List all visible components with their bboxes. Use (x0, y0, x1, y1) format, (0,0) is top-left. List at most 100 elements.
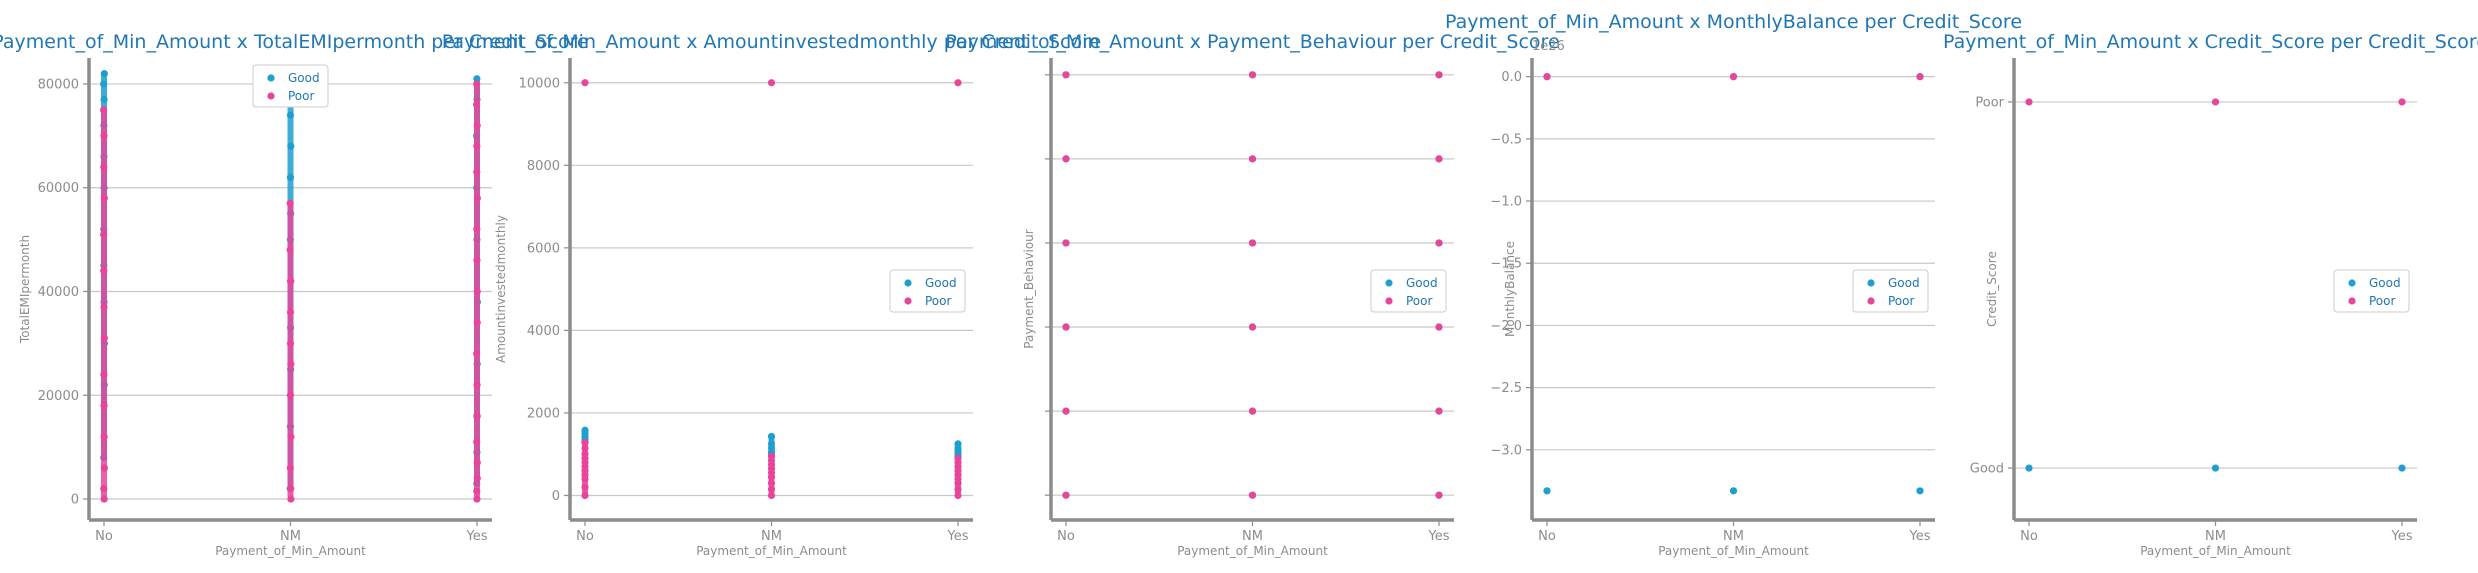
point-good (1729, 487, 1738, 495)
x-tick-label: NM (1242, 529, 1263, 544)
y-tick-label: 8000 (527, 159, 560, 174)
y-axis-label: Payment_Behaviour (1022, 229, 1036, 348)
legend-label-poor: Poor (1888, 294, 1914, 308)
point-strip-good (768, 436, 775, 456)
y-tick-label: 6000 (527, 241, 560, 256)
point-good (2398, 464, 2406, 472)
y-tick-label: 60000 (38, 181, 79, 196)
point-poor (954, 79, 962, 87)
point-poor (1248, 71, 1257, 79)
x-tick-label: Yes (1909, 529, 1931, 544)
legend-marker-good (2348, 279, 2356, 287)
y-tick-label: −2.0 (1490, 319, 1522, 334)
legend-label-poor: Poor (2369, 294, 2395, 308)
point-poor (767, 79, 776, 87)
x-axis-label: Payment_of_Min_Amount (1658, 544, 1809, 558)
legend: Good Poor (252, 64, 329, 108)
point-poor (1062, 323, 1070, 331)
legend-marker-good (1867, 279, 1875, 287)
x-tick-label: NM (280, 529, 301, 544)
point-strip-poor (101, 109, 107, 500)
y-tick-label: 0.0 (1501, 70, 1522, 85)
x-axis-label: Payment_of_Min_Amount (215, 544, 366, 558)
legend-marker-poor (904, 297, 912, 305)
point-good (1916, 487, 1924, 495)
scatter-panel-1: Payment_of_Min_Amount x TotalEMIpermonth… (0, 31, 589, 558)
y-tick-label: 20000 (38, 389, 79, 404)
legend-label-good: Good (1406, 276, 1438, 290)
point-poor (1248, 491, 1257, 499)
x-tick-label: NM (1723, 529, 1744, 544)
point-poor (1062, 491, 1070, 499)
point-poor (1248, 155, 1257, 163)
legend-marker-poor (267, 92, 275, 100)
point-good (2025, 464, 2033, 472)
legend-label-poor: Poor (1406, 294, 1432, 308)
axis-offset-label: 1e26 (1532, 39, 1565, 54)
scatter-panel-2: Payment_of_Min_Amount x Amountinvestedmo… (442, 31, 1101, 558)
point-strip-poor (582, 442, 588, 496)
chart-title: Payment_of_Min_Amount x Credit_Score per… (1943, 31, 2478, 53)
y-tick-label: 0 (71, 493, 79, 508)
point-poor (1248, 239, 1257, 247)
legend-label-poor: Poor (288, 89, 314, 103)
y-tick-label: −0.5 (1490, 132, 1522, 147)
legend-label-good: Good (925, 276, 957, 290)
y-tick-label: −3.0 (1490, 443, 1522, 458)
point-strip-good (955, 443, 961, 457)
y-tick-label: −1.5 (1490, 257, 1522, 272)
point-poor (1248, 323, 1257, 331)
x-axis-label: Payment_of_Min_Amount (2140, 544, 2291, 558)
legend: Good Poor (1370, 269, 1447, 313)
y-axis-label: Credit_Score (1985, 251, 1999, 327)
point-strip-poor (287, 203, 294, 500)
legend-marker-good (267, 74, 275, 82)
point-poor (1062, 71, 1070, 79)
point-poor (1248, 407, 1257, 415)
point-strip-poor (474, 83, 480, 500)
point-poor (1435, 491, 1443, 499)
point-strip-poor (955, 458, 961, 496)
point-poor (581, 79, 589, 87)
x-tick-label: NM (761, 529, 782, 544)
legend-label-good: Good (2369, 276, 2401, 290)
x-axis-label: Payment_of_Min_Amount (1177, 544, 1328, 558)
legend-marker-poor (2348, 297, 2356, 305)
x-tick-label: Yes (947, 529, 969, 544)
legend-label-good: Good (1888, 276, 1920, 290)
legend: Good Poor (2333, 269, 2410, 313)
legend-marker-poor (1385, 297, 1393, 305)
point-strip-poor (768, 456, 775, 496)
point-poor (1435, 155, 1443, 163)
point-poor (1543, 73, 1551, 81)
y-tick-label: −1.0 (1490, 195, 1522, 210)
scatter-panel-4: Payment_of_Min_Amount x MonthlyBalance p… (1445, 11, 2022, 558)
y-tick-label: 10000 (519, 76, 560, 91)
point-good (2211, 464, 2220, 472)
point-strip-good (582, 430, 588, 442)
point-poor (1916, 73, 1924, 81)
point-poor (1435, 239, 1443, 247)
legend: Good Poor (889, 269, 966, 313)
point-poor (1435, 323, 1443, 331)
x-tick-label: NM (2205, 529, 2226, 544)
y-tick-label: Good (1970, 462, 2004, 477)
scatter-panel-5: Payment_of_Min_Amount x Credit_Score per… (1943, 31, 2478, 558)
point-poor (1062, 155, 1070, 163)
chart-title: Payment_of_Min_Amount x TotalEMIpermonth… (0, 31, 589, 53)
chart-title: Payment_of_Min_Amount x Payment_Behaviou… (945, 31, 1559, 53)
x-tick-label: Yes (2391, 529, 2413, 544)
x-tick-label: No (2020, 529, 2038, 544)
x-tick-label: Yes (466, 529, 488, 544)
legend-label-good: Good (288, 71, 320, 85)
chart-title: Payment_of_Min_Amount x Amountinvestedmo… (442, 31, 1101, 53)
point-poor (1435, 71, 1443, 79)
point-poor (2025, 98, 2033, 106)
x-tick-label: No (1057, 529, 1075, 544)
x-tick-label: No (95, 529, 113, 544)
y-tick-label: 80000 (38, 77, 79, 92)
point-poor (2211, 98, 2220, 106)
point-poor (1062, 407, 1070, 415)
legend: Good Poor (1852, 269, 1929, 313)
